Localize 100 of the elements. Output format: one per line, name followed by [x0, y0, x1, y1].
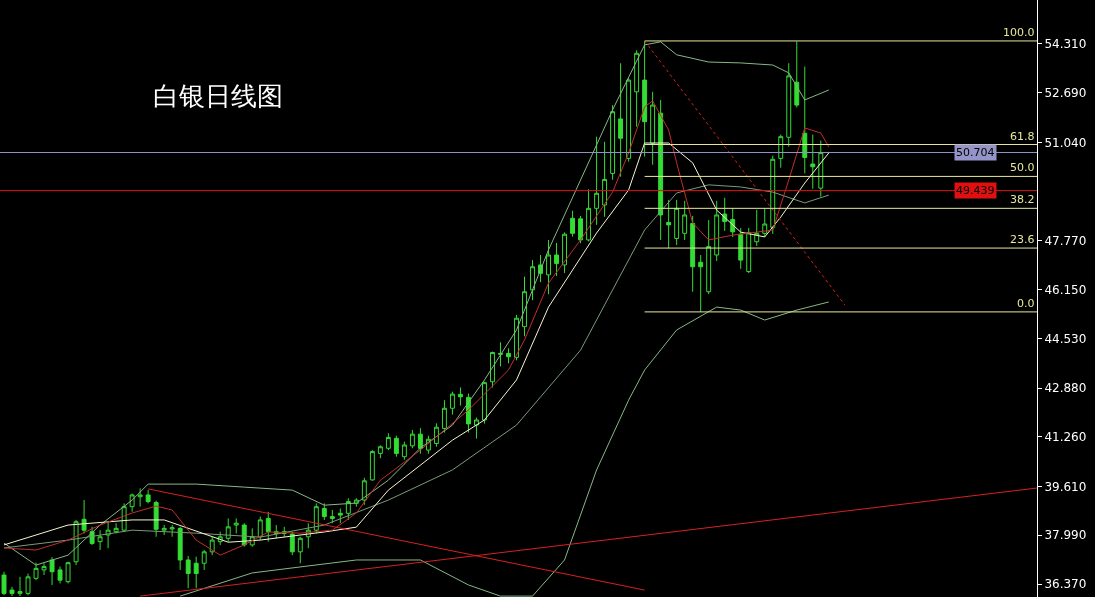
- candlestick: [738, 227, 744, 270]
- candlestick: [321, 502, 327, 521]
- candlestick: [770, 155, 776, 235]
- candlestick: [714, 200, 720, 262]
- candlestick: [441, 399, 447, 434]
- candlestick: [185, 555, 191, 589]
- candlestick: [578, 215, 584, 244]
- candlestick: [201, 549, 207, 571]
- candlestick: [169, 524, 175, 538]
- candlestick: [474, 417, 479, 440]
- y-tick-label: 36.370: [1044, 577, 1087, 592]
- series-label: 61.8: [1010, 130, 1035, 143]
- candlestick: [41, 562, 47, 576]
- series-label: 38.2: [1010, 193, 1035, 206]
- candlestick: [9, 586, 15, 597]
- series-label: 100.0: [1003, 26, 1035, 39]
- candlestick: [337, 507, 343, 524]
- candlestick: [345, 497, 351, 521]
- y-tick-label: 54.310: [1044, 37, 1087, 52]
- candlestick: [57, 566, 63, 584]
- candlestick: [810, 134, 816, 190]
- y-tick-label: 39.610: [1044, 479, 1087, 494]
- candlestick: [417, 427, 423, 455]
- candlestick: [794, 41, 800, 108]
- candlestick: [730, 207, 736, 238]
- y-tick-label: 47.770: [1044, 234, 1087, 249]
- candlestick: [49, 556, 55, 586]
- candlestick: [698, 254, 704, 313]
- y-tick-label: 46.150: [1044, 282, 1087, 297]
- candlestick: [570, 210, 576, 238]
- candlestick: [233, 517, 239, 534]
- candlestick: [137, 487, 143, 508]
- candlestick: [457, 386, 463, 407]
- candlestick: [554, 242, 559, 277]
- candlestick: [313, 502, 319, 534]
- candlestick: [385, 432, 391, 451]
- candlestick: [634, 49, 640, 128]
- candlestick: [650, 91, 656, 166]
- candlestick: [393, 435, 399, 458]
- candlestick: [594, 136, 600, 226]
- candlestick: [361, 477, 367, 506]
- y-tick-label: 41.260: [1044, 430, 1087, 445]
- candlestick: [81, 499, 87, 534]
- candlestick: [522, 276, 527, 337]
- candlestick: [786, 62, 792, 148]
- candlestick: [746, 227, 752, 274]
- y-tick-label: 42.880: [1044, 381, 1087, 396]
- text: 白银日线图: [153, 80, 284, 111]
- candlestick: [265, 511, 271, 543]
- candlestick: [177, 526, 183, 571]
- candlestick: [161, 524, 167, 536]
- candlestick: [297, 536, 303, 564]
- candlestick: [193, 556, 199, 589]
- candlestick: [754, 209, 760, 247]
- candlestick: [113, 522, 119, 534]
- candlestick: [682, 200, 688, 241]
- candlestick: [329, 509, 335, 524]
- candlestick: [642, 40, 648, 158]
- y-tick-label: 44.530: [1044, 331, 1087, 346]
- candlestick: [586, 188, 592, 242]
- candlestick: [802, 66, 808, 174]
- y-tick-label: 52.690: [1044, 85, 1087, 100]
- y-tick-label: 51.040: [1044, 135, 1087, 150]
- candlestick: [530, 259, 535, 301]
- candlestick: [778, 134, 784, 169]
- candlestick: [674, 199, 680, 246]
- candlestick: [257, 516, 263, 541]
- candlestick: [498, 341, 503, 367]
- candlestick: [97, 529, 103, 551]
- candlestick: [482, 381, 487, 425]
- candlestick: [618, 62, 624, 178]
- candlestick: [33, 562, 39, 581]
- candlestick: [818, 140, 824, 198]
- candlestick: [690, 215, 696, 293]
- candlestick: [289, 531, 295, 556]
- y-tick-label: 37.990: [1044, 528, 1087, 543]
- candlestick: [562, 231, 568, 274]
- candlestick: [610, 104, 616, 181]
- ref-line-label: 50.704: [956, 146, 995, 159]
- candlestick: [145, 489, 151, 504]
- series-label: 23.6: [1010, 233, 1035, 246]
- candlestick: [401, 441, 407, 461]
- candlestick: [666, 199, 672, 249]
- candlestick: [377, 444, 383, 459]
- candlestick: [602, 141, 608, 218]
- candlestick: [433, 422, 439, 448]
- candlestick: [706, 219, 712, 295]
- candlestick: [65, 561, 71, 584]
- line-series: [179, 301, 830, 597]
- candlestick: [626, 77, 632, 163]
- candlestick: [490, 351, 495, 388]
- candlestick: [506, 347, 511, 364]
- candlestick: [449, 391, 455, 416]
- candlestick: [546, 239, 551, 295]
- series-label: 0.0: [1017, 297, 1035, 310]
- candlestick: [409, 429, 415, 449]
- candlestick: [1, 571, 7, 596]
- series-label: 50.0: [1010, 161, 1035, 174]
- ref-line-label: 49.439: [956, 184, 995, 197]
- candlestick: [369, 449, 375, 482]
